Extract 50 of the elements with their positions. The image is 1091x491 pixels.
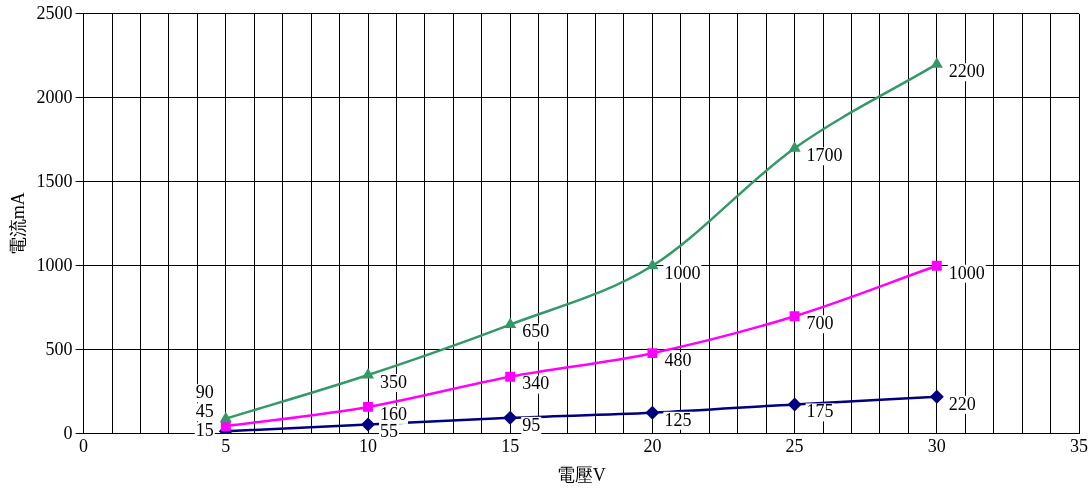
y-axis-title: 電流mA <box>7 192 28 256</box>
data-label: 55 <box>380 421 398 442</box>
data-label: 480 <box>664 349 692 370</box>
data-label: 220 <box>948 393 976 414</box>
point <box>361 417 375 432</box>
x-tick-label: 5 <box>221 436 231 457</box>
data-label: 125 <box>664 409 692 430</box>
x-tick-label: 15 <box>501 436 520 457</box>
x-tick-label: 20 <box>643 436 662 457</box>
data-label: 95 <box>522 414 541 435</box>
x-tick-label: 0 <box>79 436 89 457</box>
point <box>789 311 800 322</box>
y-tick-label: 2500 <box>36 2 73 23</box>
point <box>929 389 944 404</box>
data-label: 45 <box>195 401 214 422</box>
y-tick-label: 0 <box>63 422 73 443</box>
point <box>645 405 660 420</box>
point <box>504 317 517 329</box>
x-tick-label: 30 <box>927 436 946 457</box>
y-tick-label: 500 <box>45 338 73 359</box>
x-tick-label: 10 <box>359 436 377 457</box>
point <box>361 368 375 379</box>
data-label: 1700 <box>806 144 843 165</box>
data-label: 700 <box>806 312 834 333</box>
data-label: 340 <box>522 373 550 394</box>
data-label: 350 <box>380 371 407 392</box>
point <box>931 260 942 271</box>
point <box>787 397 802 412</box>
point <box>503 410 518 425</box>
data-label: 160 <box>380 403 407 424</box>
data-label: 175 <box>806 401 834 422</box>
data-label: 1000 <box>664 262 701 283</box>
point <box>788 141 801 152</box>
point <box>505 371 516 382</box>
y-tick-label: 1000 <box>36 254 73 275</box>
point <box>219 411 232 423</box>
y-tick-label: 2000 <box>36 86 73 107</box>
data-label: 2200 <box>948 60 985 81</box>
point <box>930 57 943 68</box>
point <box>646 258 659 270</box>
y-tick-label: 1500 <box>36 170 73 191</box>
x-tick-label: 25 <box>785 436 804 457</box>
data-label: 90 <box>195 382 214 403</box>
point <box>647 348 658 359</box>
data-label: 15 <box>195 420 214 441</box>
data-label: 1000 <box>948 262 985 283</box>
x-tick-label: 35 <box>1070 436 1088 457</box>
data-label: 650 <box>522 321 550 342</box>
x-axis-title: 電壓V <box>556 464 606 485</box>
point <box>363 401 373 412</box>
